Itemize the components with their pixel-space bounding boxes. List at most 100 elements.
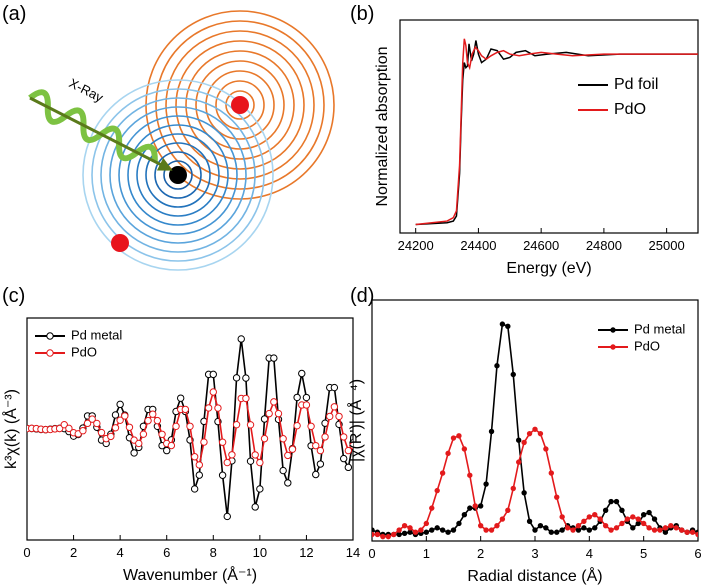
data-point: [121, 412, 129, 420]
data-point: [467, 472, 473, 478]
data-point: [630, 514, 636, 520]
data-point: [65, 424, 73, 433]
data-point: [302, 393, 311, 402]
x-axis-title: Energy (eV): [506, 260, 591, 277]
data-point: [111, 424, 120, 432]
x-ray-beam: [28, 89, 173, 171]
data-point: [640, 512, 647, 518]
legend-marker: [610, 344, 616, 350]
data-point: [483, 527, 489, 533]
data-point: [312, 470, 320, 479]
legend-marker: [46, 349, 54, 357]
data-point: [684, 529, 690, 535]
data-point: [144, 416, 152, 425]
data-point: [209, 388, 217, 396]
data-point: [149, 410, 157, 418]
data-point: [270, 354, 278, 362]
data-point: [116, 416, 124, 424]
plot-area: [372, 321, 698, 540]
data-point: [344, 446, 353, 455]
data-point: [662, 529, 669, 535]
data-point: [396, 531, 402, 538]
data-point: [223, 512, 231, 521]
data-point: [321, 433, 329, 441]
data-point: [396, 527, 402, 533]
data-point: [344, 463, 353, 472]
data-point: [260, 415, 269, 423]
data-point: [200, 438, 208, 446]
data-point: [316, 460, 325, 468]
data-point: [575, 527, 582, 533]
data-point: [93, 419, 101, 428]
data-point: [186, 422, 194, 430]
data-point: [488, 428, 495, 435]
data-point: [434, 487, 440, 494]
data-point: [214, 404, 222, 412]
data-point: [510, 485, 516, 492]
data-point: [429, 527, 435, 533]
data-point: [456, 433, 462, 439]
x-axis-title: Radial distance (Å): [467, 566, 602, 585]
data-point: [260, 434, 269, 443]
x-tick-label: 6: [694, 546, 701, 561]
data-point: [380, 533, 386, 540]
data-point: [526, 518, 533, 524]
data-point: [619, 520, 625, 527]
x-tick-label: 25000: [649, 238, 685, 253]
data-point: [265, 409, 273, 418]
orange-waves: [145, 10, 335, 200]
data-point: [602, 507, 609, 514]
data-point: [251, 503, 259, 511]
data-point: [228, 451, 236, 459]
data-point: [467, 505, 473, 511]
neighbor-atom: [231, 96, 249, 114]
x-tick-label: 6: [163, 545, 170, 560]
data-point: [477, 503, 484, 509]
data-point: [651, 516, 658, 522]
data-point: [55, 424, 64, 433]
data-point: [581, 525, 587, 531]
data-point: [505, 507, 511, 514]
data-point: [695, 531, 698, 538]
legend-label: Pd metal: [634, 321, 685, 336]
data-point: [293, 393, 301, 402]
data-point: [111, 411, 120, 419]
data-point: [307, 422, 315, 430]
absorber-atom: [169, 166, 187, 184]
x-tick-label: 3: [531, 546, 538, 561]
panel-label: (b): [350, 3, 374, 25]
panel-label: (c): [2, 285, 25, 307]
data-point: [218, 438, 227, 446]
data-point: [423, 529, 430, 535]
data-point: [537, 430, 544, 437]
data-point: [679, 527, 685, 533]
x-tick-label: 14: [346, 545, 360, 560]
data-point: [559, 527, 565, 533]
legend-label: Pd foil: [614, 76, 658, 93]
data-point: [668, 522, 674, 529]
data-point: [477, 522, 484, 529]
data-point: [256, 458, 264, 467]
data-point: [88, 415, 96, 423]
panel-label: (d): [350, 285, 374, 307]
data-point: [439, 527, 446, 533]
diagram: (a) X-Ray: [2, 3, 335, 271]
data-point: [570, 527, 576, 533]
data-point: [597, 516, 603, 522]
data-point: [543, 446, 549, 452]
data-point: [461, 446, 468, 452]
data-point: [450, 527, 457, 533]
data-point: [330, 403, 339, 411]
data-point: [505, 323, 511, 329]
data-point: [116, 400, 124, 409]
data-point: [107, 432, 115, 441]
data-point: [218, 471, 227, 479]
x-tick-label: 2: [477, 546, 484, 561]
data-point: [689, 529, 696, 535]
data-point: [270, 398, 278, 406]
data-point: [429, 505, 435, 511]
data-point: [554, 494, 560, 500]
legend-label: PdO: [71, 344, 97, 359]
data-point: [372, 527, 375, 533]
data-point: [242, 374, 250, 382]
